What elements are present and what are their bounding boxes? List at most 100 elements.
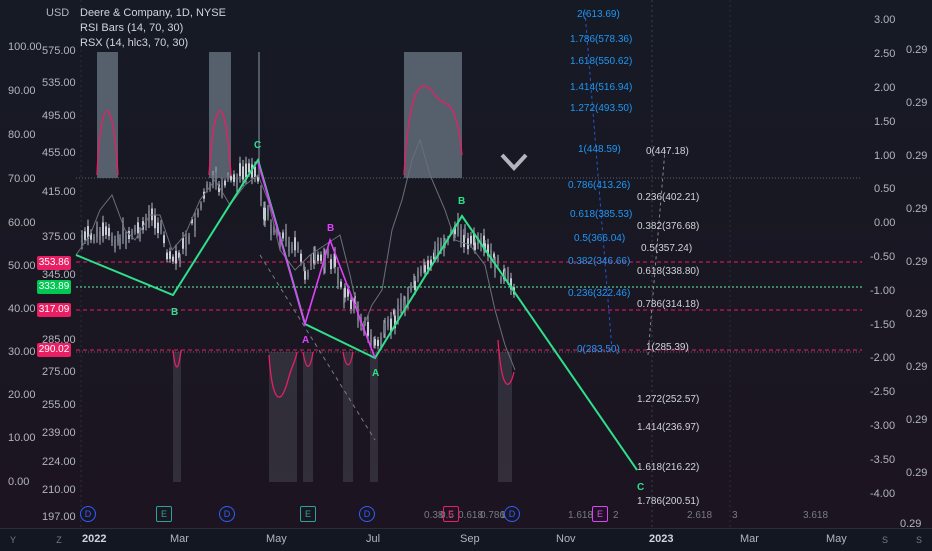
corner-button[interactable]: Y <box>9 535 16 545</box>
candle-body <box>282 232 284 239</box>
candle-body <box>367 321 369 336</box>
osc-label: -2.50 <box>870 386 896 398</box>
axis-label: 40.00 <box>8 303 36 315</box>
candle-body <box>194 218 196 231</box>
currency-label: USD <box>46 7 70 19</box>
candle-body <box>142 221 144 230</box>
indicator-rsx[interactable]: RSX (14, hlc3, 70, 30) <box>80 37 189 49</box>
x-label: Sep <box>460 533 480 545</box>
candle-body <box>160 223 162 231</box>
candle-body <box>291 244 293 251</box>
candle-body <box>370 333 372 344</box>
small-axis-label: 0.29 <box>906 467 928 479</box>
axis-label: 60.00 <box>8 217 36 229</box>
x-label: 2023 <box>649 533 674 545</box>
price-label: 210.00 <box>42 484 76 496</box>
candle-body <box>172 256 174 262</box>
candle-body <box>337 272 339 284</box>
wave-label: B <box>327 223 335 234</box>
candle-body <box>119 238 121 246</box>
dividend-marker[interactable]: D <box>219 506 235 522</box>
candle-body <box>270 224 272 236</box>
earnings-marker[interactable]: E <box>592 506 608 522</box>
small-axis-label: 0.29 <box>906 150 928 162</box>
candle-body <box>303 264 305 270</box>
candle-body <box>314 250 316 261</box>
candle-body <box>96 226 98 238</box>
wave-label: C <box>254 140 262 151</box>
wave-label: B <box>458 196 466 207</box>
small-axis-label: 0.29 <box>906 256 928 268</box>
price-tag: 353.86 <box>37 256 71 270</box>
candle-body <box>169 251 171 259</box>
candle-body <box>300 253 302 262</box>
candle-body <box>500 277 502 282</box>
candle-body <box>317 254 319 261</box>
candle-body <box>434 246 436 257</box>
fib-level: 1.272(493.50) <box>570 103 633 114</box>
axis-label: 70.00 <box>8 173 36 185</box>
time-axis[interactable]: Y Z 2022 Mar May Jul Sep Nov 2023 Mar Ma… <box>0 528 932 551</box>
oscillator-axis-left[interactable]: 100.00 90.00 80.00 70.00 60.00 50.00 40.… <box>0 0 42 528</box>
osc-label: 1.00 <box>874 150 896 162</box>
x-label: Mar <box>740 533 759 545</box>
fib-level: 1(448.59) <box>578 144 621 155</box>
price-label: 224.00 <box>42 456 76 468</box>
price-axis[interactable]: 575.00 535.00 495.00 455.00 415.00 375.0… <box>36 0 76 528</box>
candle-body <box>122 223 124 238</box>
symbol-title[interactable]: Deere & Company, 1D, NYSE <box>80 7 226 19</box>
candle-body <box>400 298 402 309</box>
candle-body <box>320 254 322 261</box>
osc-label: -0.50 <box>870 251 896 263</box>
small-axis-label: 0.29 <box>906 414 928 426</box>
dividend-marker[interactable]: D <box>80 506 96 522</box>
candle-body <box>260 190 262 202</box>
candle-body <box>327 249 329 256</box>
x-label: Mar <box>170 533 189 545</box>
candle-body <box>151 208 153 221</box>
settings-button[interactable]: S <box>915 535 922 545</box>
earnings-marker[interactable]: E <box>156 506 172 522</box>
earnings-marker[interactable]: E <box>443 506 459 522</box>
candle-body <box>285 229 287 241</box>
oscillator-axis-right[interactable]: 3.00 2.50 2.00 1.50 1.00 0.50 0.00 -0.50… <box>862 0 932 530</box>
candle-body <box>179 257 181 264</box>
candle-body <box>457 218 459 231</box>
axis-label: 100.00 <box>8 41 42 53</box>
candle-body <box>128 230 130 239</box>
osc-label: 3.00 <box>874 14 896 26</box>
candle-body <box>185 236 187 250</box>
dividend-marker[interactable]: D <box>359 506 375 522</box>
candle-body <box>324 255 326 268</box>
candle-body <box>114 239 116 249</box>
candle-body <box>387 319 389 327</box>
settings-button[interactable]: S <box>881 535 888 545</box>
osc-label: -3.00 <box>870 420 896 432</box>
dividend-marker[interactable]: D <box>504 506 520 522</box>
axis-label: 10.00 <box>8 432 36 444</box>
osc-label: 0.00 <box>874 217 896 229</box>
fib-level: 0(447.18) <box>646 146 689 157</box>
candle-body <box>212 175 214 184</box>
wave-label: A <box>302 335 310 346</box>
candle-body <box>254 166 256 178</box>
candle-body <box>137 222 139 234</box>
candle-body <box>474 242 476 250</box>
indicator-rsi-bars[interactable]: RSI Bars (14, 70, 30) <box>80 22 184 34</box>
candle-body <box>111 235 113 243</box>
fib-level: 1(285.39) <box>646 342 689 353</box>
fib-marker: 2.618 <box>687 510 713 521</box>
last-price-tag: 333.89 <box>37 280 71 294</box>
candle-body <box>384 322 386 334</box>
earnings-marker[interactable]: E <box>300 506 316 522</box>
corner-button[interactable]: Z <box>56 535 62 545</box>
candle-body <box>108 227 110 237</box>
candle-body <box>279 236 281 247</box>
fib-level: 0.618(338.80) <box>637 266 700 277</box>
candle-body <box>215 172 217 184</box>
fib-level: 1.786(578.36) <box>570 34 633 45</box>
fib-marker: 1 <box>500 510 506 521</box>
candle-body <box>182 237 184 249</box>
osc-label: 1.50 <box>874 116 896 128</box>
